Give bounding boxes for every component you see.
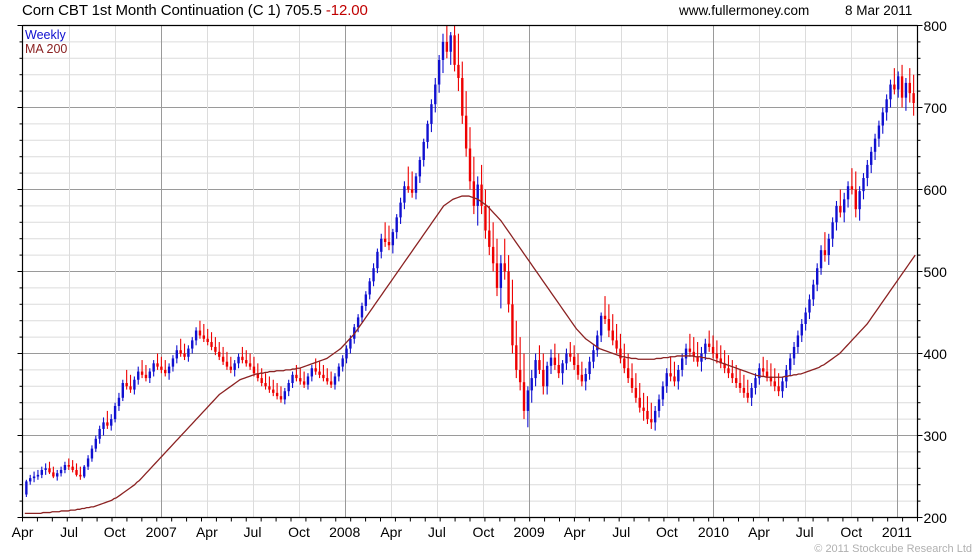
x-axis-tick-label: Apr [563,524,586,540]
y-axis-tick-label: 700 [923,99,947,116]
x-axis-tick-label: 2011 [881,524,912,540]
x-axis-tick-label: Jul [243,524,262,540]
grid-vertical-lines [69,25,898,518]
x-axis-tick-label: 2009 [513,524,545,540]
x-axis-tick-label: Oct [103,524,126,540]
x-axis-tick-label: Oct [840,524,863,540]
price-change: -12.00 [325,2,368,19]
y-axis-tick-label: 400 [923,345,947,362]
x-axis-tick-label: Oct [288,524,310,540]
chart-title: Corn CBT 1st Month Continuation (C 1) 70… [22,2,368,19]
y-axis-tick-label: 200 [923,509,947,526]
axis-tick-marks [17,25,923,522]
x-axis-tick-label: 2010 [697,524,730,540]
x-axis-tick-label: 2008 [329,524,361,540]
x-axis-tick-label: Oct [472,524,495,540]
x-axis-tick-label: 2007 [145,524,177,540]
grid-minor-lines [22,41,918,502]
as-of-date: 8 Mar 2011 [845,3,913,18]
chart-header: Corn CBT 1st Month Continuation (C 1) 70… [0,0,980,24]
x-axis-tick-label: Jul [60,524,78,540]
x-axis-tick-label: Apr [11,524,34,540]
x-axis-tick-label: Jul [427,524,446,540]
x-axis-tick-label: Apr [195,524,218,540]
copyright-notice: © 2011 Stockcube Research Ltd [814,543,972,555]
x-axis-tick-label: Apr [748,524,770,540]
y-axis-tick-label: 800 [923,17,947,34]
chart-title-text: Corn CBT 1st Month Continuation (C 1) 70… [22,2,322,19]
y-axis-tick-label: 600 [923,181,947,198]
x-axis-tick-label: Jul [795,524,814,540]
ma200-series-line [24,195,916,515]
y-axis-tick-label: 300 [923,427,947,444]
x-axis-tick-label: Jul [612,524,631,540]
candlestick-series [25,25,915,497]
y-axis-tick-label: 500 [923,263,947,280]
x-axis-tick-label: Oct [656,524,678,540]
website-label: www.fullermoney.com [679,3,810,18]
x-axis-tick-label: Apr [380,524,403,540]
